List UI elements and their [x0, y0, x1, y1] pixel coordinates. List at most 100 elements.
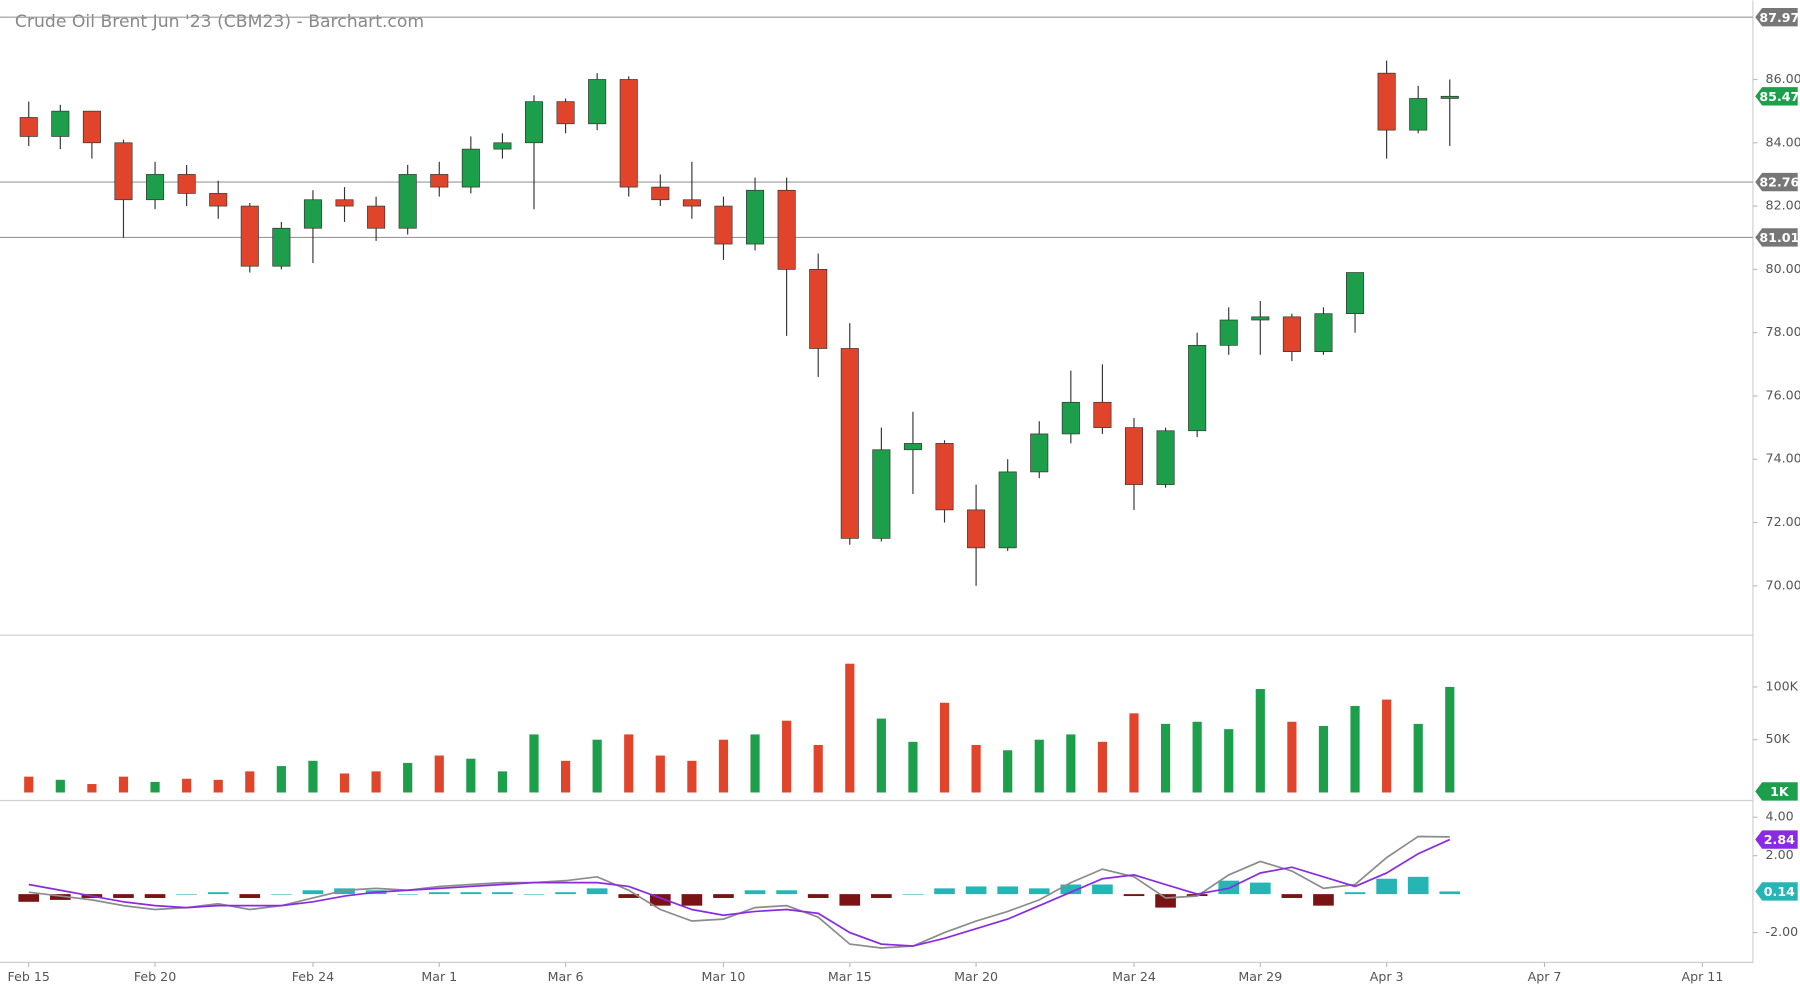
volume-bar	[908, 741, 918, 793]
candle-body	[1314, 313, 1333, 352]
histogram-bar	[744, 890, 766, 895]
volume-bar	[1350, 705, 1360, 793]
volume-bar	[592, 739, 602, 793]
level-tag: 82.76	[1759, 175, 1799, 190]
volume-bar	[1382, 699, 1392, 793]
signal-tag-bg	[1755, 830, 1798, 849]
volume-bar	[1129, 713, 1139, 793]
y-tick-label: 70.00	[1766, 577, 1800, 592]
volume-bar	[466, 758, 476, 793]
volume-bar	[403, 762, 413, 793]
volume-bar	[276, 766, 286, 793]
candle-body	[1188, 344, 1207, 432]
y-tick-label: 50K	[1766, 731, 1791, 746]
x-tick-label: Feb 24	[292, 969, 334, 984]
candle-body	[430, 174, 449, 188]
histogram-bar	[49, 894, 71, 900]
last-volume-tag-bg	[1755, 782, 1798, 801]
candle-body	[935, 443, 954, 511]
level-tag-bg	[1755, 7, 1798, 27]
histogram-bar	[681, 894, 703, 906]
last-price-tag: 85.47	[1759, 89, 1799, 104]
candle-body	[967, 509, 986, 549]
volume-bar	[845, 663, 855, 793]
candle-body	[1409, 98, 1428, 131]
volume-bar	[1003, 750, 1013, 793]
x-tick-label: Mar 1	[421, 969, 457, 984]
candle-body	[51, 110, 70, 137]
candle-body	[714, 205, 733, 245]
candle-body	[556, 101, 575, 125]
histogram-bar	[1092, 884, 1113, 895]
candle-body	[303, 199, 322, 229]
x-tick-label: Feb 15	[8, 969, 50, 984]
x-tick-label: Mar 20	[954, 969, 998, 984]
histogram-bar	[934, 888, 955, 895]
candle-body	[903, 443, 922, 451]
volume-bar	[87, 784, 97, 793]
y-tick-label: 72.00	[1766, 514, 1800, 529]
volume-bar	[1034, 739, 1044, 793]
volume-bar	[371, 771, 381, 793]
histogram-bar	[492, 892, 513, 895]
histogram-bar	[618, 894, 640, 898]
histogram-bar	[965, 886, 987, 895]
candle-body	[82, 110, 101, 144]
y-tick-label: 78.00	[1766, 324, 1800, 339]
candle-body	[682, 199, 701, 207]
volume-bar	[1097, 741, 1108, 793]
y-tick-label: 4.00	[1766, 809, 1794, 824]
candle-body	[619, 79, 638, 188]
signal-tag: 2.84	[1764, 832, 1795, 847]
x-tick-label: Mar 24	[1112, 969, 1156, 984]
histogram-bar	[523, 894, 545, 895]
histogram-bar	[302, 890, 324, 895]
histogram-bar	[902, 894, 924, 895]
candle-body	[998, 471, 1017, 549]
histogram-bar	[271, 894, 292, 895]
x-tick-label: Apr 3	[1370, 969, 1404, 984]
histogram-bar	[428, 892, 450, 895]
histogram-bar	[1407, 876, 1429, 895]
histogram-bar	[176, 894, 197, 895]
volume-bar	[939, 702, 950, 793]
histogram-bar	[207, 892, 229, 895]
candle-body	[777, 189, 796, 270]
y-tick-label: 86.00	[1766, 71, 1800, 86]
histogram-bar	[997, 886, 1019, 895]
volume-bar	[245, 771, 255, 793]
x-tick-label: Mar 15	[828, 969, 872, 984]
volume-bar	[750, 734, 760, 793]
candle-body	[177, 174, 196, 194]
volume-bar	[1445, 686, 1455, 793]
volume-bar	[1224, 729, 1234, 793]
volume-bar	[655, 755, 665, 793]
candle-body	[1346, 272, 1365, 315]
x-tick-label: Apr 11	[1681, 969, 1723, 984]
histogram-bar	[807, 894, 829, 898]
y-tick-label: 74.00	[1766, 451, 1800, 466]
histogram-tag: 0.14	[1764, 884, 1795, 899]
x-tick-label: Feb 20	[134, 969, 176, 984]
volume-bar	[1255, 689, 1265, 793]
histogram-bar	[1155, 894, 1176, 908]
volume-bar	[497, 771, 508, 793]
candle-body	[367, 205, 386, 229]
histogram-bar	[1123, 894, 1145, 897]
candle-body	[272, 227, 291, 267]
histogram-bar	[334, 888, 355, 895]
y-tick-label: 2.00	[1766, 847, 1794, 862]
volume-bar	[718, 739, 729, 793]
y-tick-label: 100K	[1766, 678, 1799, 693]
x-tick-label: Mar 10	[702, 969, 746, 984]
volume-bar	[1287, 721, 1297, 793]
histogram-bar	[586, 888, 608, 895]
histogram-bar	[1249, 882, 1271, 895]
histogram-bar	[460, 892, 482, 895]
histogram-bar	[1313, 894, 1334, 906]
macd-line	[28, 838, 1451, 947]
volume-bar	[213, 779, 223, 793]
volume-bar	[560, 760, 571, 793]
candle-body	[1251, 316, 1270, 321]
